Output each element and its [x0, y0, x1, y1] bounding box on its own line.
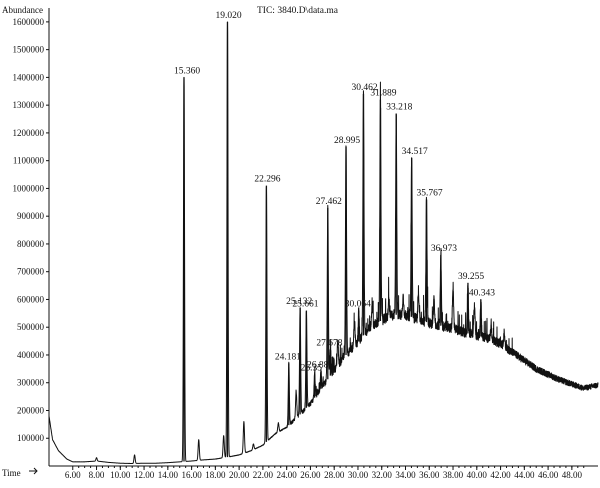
x-tick-label: 12.00 — [134, 470, 155, 480]
x-tick-label: 8.00 — [89, 470, 105, 480]
y-tick-label: 1400000 — [13, 72, 45, 82]
trace-layer — [48, 21, 599, 465]
peak-label: 36.973 — [431, 244, 457, 254]
x-tick-label: 40.00 — [467, 470, 488, 480]
y-tick-label: 100000 — [17, 433, 45, 443]
tic-trace-line — [48, 21, 599, 465]
x-axis-label: Time — [2, 468, 21, 478]
axis-layer: 100000 200000 300000 400000 500000 600000 7000… — [13, 8, 598, 480]
x-tick-label: 38.00 — [443, 470, 464, 480]
peak-label: 30.064 — [345, 300, 371, 310]
x-axis-arrow-icon — [29, 467, 38, 475]
peak-label: 34.517 — [402, 147, 428, 157]
y-tick-label: 900000 — [17, 211, 45, 221]
peak-label: 24.181 — [275, 352, 301, 362]
peak-label: 15.360 — [174, 66, 200, 76]
x-tick-label: 14.00 — [158, 470, 179, 480]
x-tick-label: 16.00 — [181, 470, 202, 480]
x-tick-label: 10.00 — [110, 470, 131, 480]
y-tick-label: 1200000 — [13, 128, 45, 138]
x-tick-label: 18.00 — [205, 470, 226, 480]
peak-label: 25.661 — [292, 300, 318, 310]
x-tick-label: 32.00 — [372, 470, 393, 480]
x-tick-label: 30.00 — [348, 470, 369, 480]
y-tick-label: 700000 — [17, 267, 45, 277]
y-tick-label: 1600000 — [13, 17, 45, 27]
x-tick-label: 6.00 — [65, 470, 81, 480]
x-tick-label: 24.00 — [277, 470, 298, 480]
y-tick-label: 1300000 — [13, 100, 45, 110]
x-tick-label: 46.00 — [538, 470, 559, 480]
x-tick-label: 20.00 — [229, 470, 250, 480]
peak-label: 39.255 — [458, 272, 484, 282]
y-tick-label: 600000 — [17, 294, 45, 304]
peak-label: 26.35 — [301, 363, 323, 373]
peak-label: 27.462 — [316, 197, 342, 207]
x-tick-label: 34.00 — [395, 470, 416, 480]
peak-label: 31.889 — [370, 89, 396, 99]
peak-label: 40.343 — [469, 288, 495, 298]
y-tick-label: 200000 — [17, 405, 45, 415]
x-tick-label: 48.00 — [562, 470, 583, 480]
x-tick-label: 26.00 — [300, 470, 321, 480]
x-tick-label: 44.00 — [514, 470, 535, 480]
x-tick-label: 22.00 — [253, 470, 274, 480]
y-tick-label: 300000 — [17, 378, 45, 388]
peak-label: 35.767 — [416, 189, 442, 199]
y-tick-label: 1000000 — [13, 183, 45, 193]
y-axis-label: Abundance — [2, 5, 43, 15]
peak-label: 27.678 — [316, 338, 342, 348]
y-tick-label: 1500000 — [13, 45, 45, 55]
peak-label: 26.88 — [307, 361, 329, 371]
y-tick-label: 500000 — [17, 322, 45, 332]
x-tick-label: 28.00 — [324, 470, 345, 480]
peak-label: 22.296 — [254, 175, 280, 185]
y-tick-label: 800000 — [17, 239, 45, 249]
y-tick-label: 1100000 — [13, 156, 45, 166]
chart-title: TIC: 3840.D\data.ma — [257, 6, 339, 16]
peak-label: 30.462 — [351, 83, 377, 93]
y-tick-label: 400000 — [17, 350, 45, 360]
peak-label: 25.132 — [286, 297, 312, 307]
peak-label: 33.218 — [386, 102, 412, 112]
peak-label: 28.995 — [334, 136, 360, 146]
peak-label: 19.020 — [215, 11, 241, 21]
x-tick-label: 36.00 — [419, 470, 440, 480]
x-tick-label: 42.00 — [490, 470, 511, 480]
